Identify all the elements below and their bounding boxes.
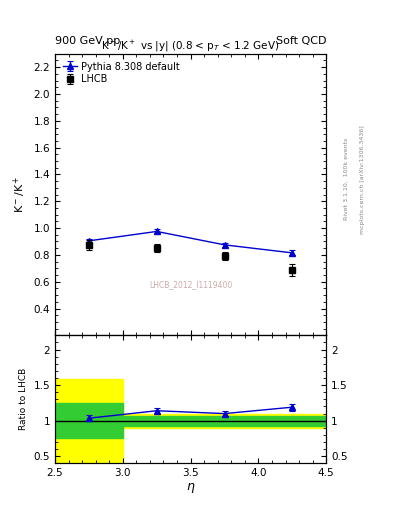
Y-axis label: Ratio to LHCB: Ratio to LHCB: [19, 368, 28, 431]
Text: LHCB_2012_I1119400: LHCB_2012_I1119400: [149, 280, 232, 289]
Text: Soft QCD: Soft QCD: [276, 36, 326, 46]
Y-axis label: K$^-$/K$^+$: K$^-$/K$^+$: [12, 176, 28, 214]
Text: Rivet 3.1.10,  100k events: Rivet 3.1.10, 100k events: [344, 138, 349, 220]
Text: 900 GeV pp: 900 GeV pp: [55, 36, 120, 46]
Text: mcplots.cern.ch [arXiv:1306.3436]: mcplots.cern.ch [arXiv:1306.3436]: [360, 125, 365, 233]
Legend: Pythia 8.308 default, LHCB: Pythia 8.308 default, LHCB: [60, 58, 183, 88]
Title: K$^-$/K$^+$ vs |y| (0.8 < p$_{T}$ < 1.2 GeV): K$^-$/K$^+$ vs |y| (0.8 < p$_{T}$ < 1.2 …: [101, 39, 280, 54]
X-axis label: $\eta$: $\eta$: [186, 481, 195, 495]
